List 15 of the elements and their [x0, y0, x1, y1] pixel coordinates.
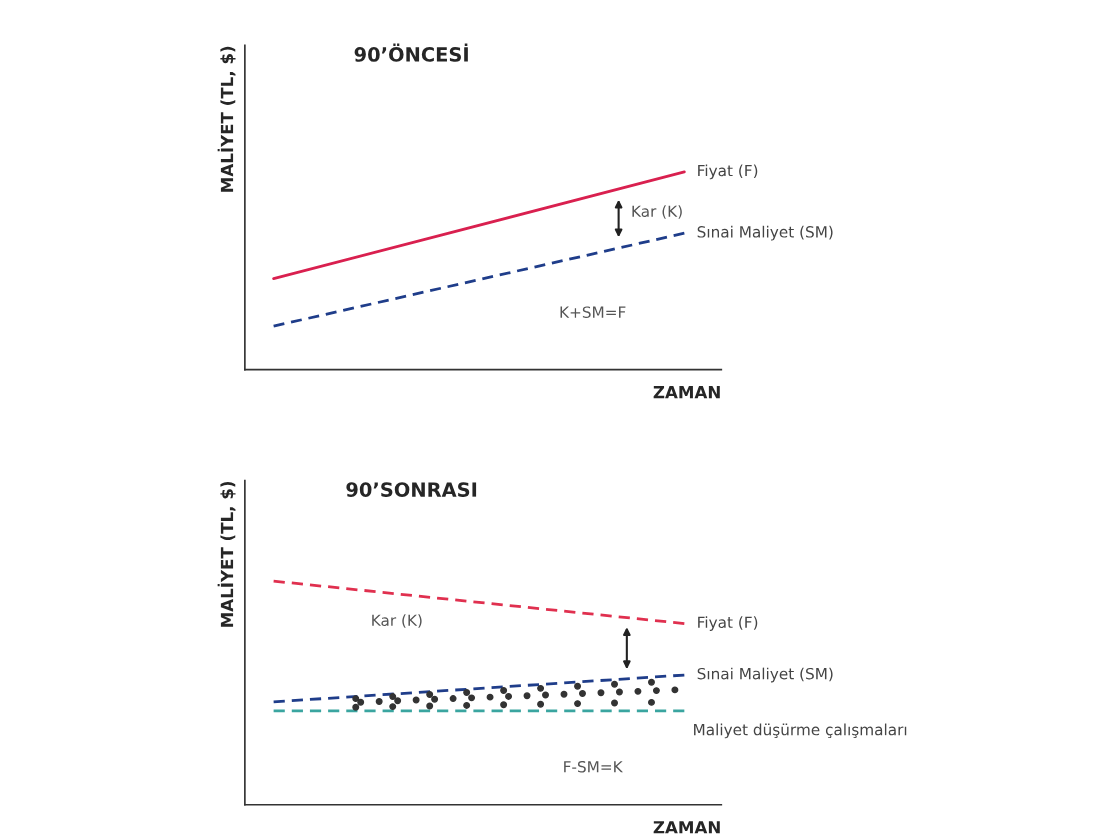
series-label: Fiyat (F) [698, 164, 758, 180]
annotation: F-SM=K [564, 760, 623, 773]
chart-title: 90’SONRASI [346, 482, 477, 497]
series-label: Sınai Maliyet (SM) [697, 225, 833, 241]
annotation: K+SM=F [560, 306, 626, 318]
x-axis-title: ZAMAN [653, 386, 720, 399]
y-axis-title: MALİYET (TL, $) [217, 481, 236, 627]
annotation: Kar (K) [372, 614, 422, 628]
y-axis-title: MALİYET (TL, $) [217, 46, 236, 192]
annotation: Kar (K) [632, 205, 682, 219]
series-label: Sınai Maliyet (SM) [697, 667, 833, 683]
annotation: Maliyet düşürme çalışmaları [694, 723, 907, 739]
series-label: Fiyat (F) [698, 616, 758, 631]
chart-title: 90’ÖNCESİ [354, 43, 468, 62]
x-axis-title: ZAMAN [653, 821, 720, 834]
